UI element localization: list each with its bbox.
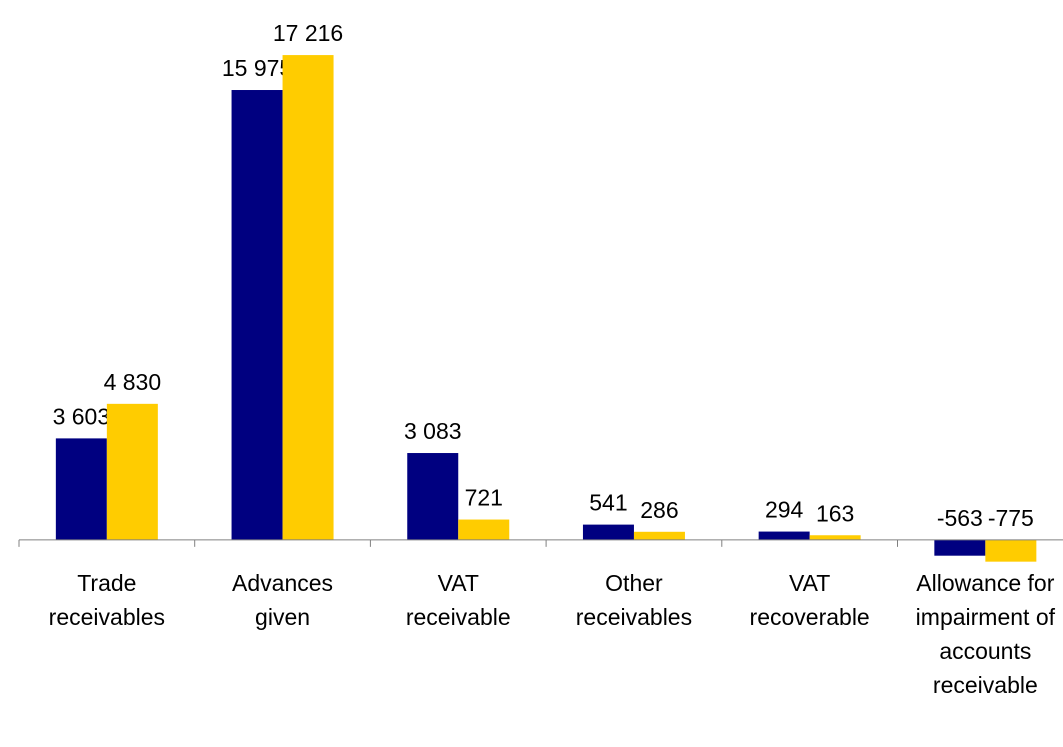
bar <box>407 453 459 540</box>
x-tick-label: VAT recoverable <box>749 569 870 630</box>
data-label: 163 <box>816 500 854 526</box>
x-tick-label: Allowance for impairment of accounts rec… <box>915 569 1055 698</box>
data-label: 4 830 <box>104 369 162 395</box>
bar <box>458 519 510 540</box>
bar <box>809 535 861 540</box>
x-tick-label: Trade receivables <box>48 569 166 630</box>
data-label: 17 216 <box>273 20 343 46</box>
x-tick-label: Other receivables <box>575 569 693 630</box>
bar <box>582 524 634 540</box>
bar <box>985 539 1037 562</box>
data-label: 541 <box>589 490 627 516</box>
data-label: 15 975 <box>222 55 292 81</box>
data-label: 3 083 <box>404 418 462 444</box>
data-label: -563 <box>937 505 983 531</box>
data-label: 286 <box>640 497 678 523</box>
x-tick-label: Advances given <box>232 569 334 630</box>
bar <box>633 531 685 540</box>
data-label: 3 603 <box>53 403 111 429</box>
data-label: 721 <box>465 485 503 511</box>
bar <box>934 539 986 556</box>
bar <box>231 90 283 540</box>
x-tick-label: VAT receivable <box>405 569 511 630</box>
bar <box>106 403 158 540</box>
bar <box>55 438 107 540</box>
data-label: 294 <box>765 497 804 523</box>
bar <box>758 531 810 540</box>
bar <box>282 55 334 540</box>
data-label: -775 <box>988 505 1034 531</box>
